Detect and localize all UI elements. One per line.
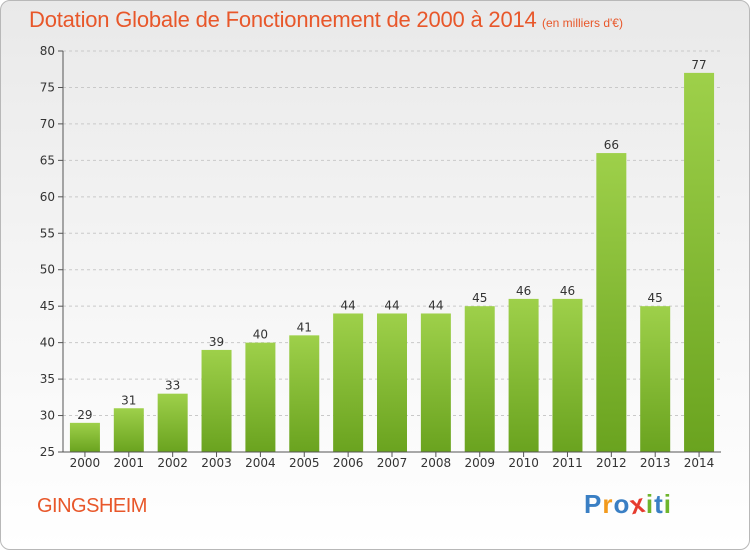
value-label: 77 [691,58,706,72]
bar-2014 [684,72,715,452]
value-label: 66 [604,138,619,152]
value-label: 33 [165,379,180,393]
value-label: 31 [121,393,136,407]
x-tick-label: 2013 [640,456,671,470]
value-label: 46 [516,284,531,298]
x-tick-label: 2005 [289,456,320,470]
x-tick-label: 2011 [552,456,583,470]
value-label: 29 [77,408,92,422]
y-tick-label: 50 [40,263,55,277]
logo-letter: i [645,489,655,519]
logo-letter: i [663,489,672,519]
x-tick-label: 2007 [377,456,408,470]
town-name: GINGSHEIM [37,495,147,517]
x-tick-label: 2010 [508,456,539,470]
logo-letter: r [602,489,614,519]
chart-title: Dotation Globale de Fonctionnement de 20… [29,7,537,32]
bar-2011 [552,298,583,452]
bar-2010 [508,298,539,452]
y-tick-label: 70 [40,117,55,131]
value-label: 45 [648,291,663,305]
y-tick-label: 55 [40,226,55,240]
bar-2004 [245,342,276,452]
x-tick-label: 2009 [464,456,495,470]
x-tick-label: 2008 [421,456,452,470]
bar-2001 [113,408,144,452]
bar-2006 [333,313,364,452]
bar-2008 [420,313,451,452]
y-tick-label: 40 [40,336,55,350]
value-label: 39 [209,335,224,349]
x-tick-label: 2000 [70,456,101,470]
axes: 25 30 35 40 45 50 55 60 65 70 75 80 2000 2001 2002 2003… [40,44,721,470]
bar-2009 [464,306,495,452]
y-tick-label: 75 [40,80,55,94]
x-tick-label: 2002 [157,456,188,470]
bar-2002 [157,393,188,452]
logo-letter: t [654,489,664,519]
value-label: 40 [253,328,268,342]
y-tick-label: 65 [40,153,55,167]
y-tick-label: 30 [40,409,55,423]
y-tick-label: 45 [40,299,55,313]
value-label: 41 [297,320,312,334]
bars: 29 31 33 39 40 41 44 44 44 45 46 46 66 45 77 [69,58,715,452]
bar-2005 [289,335,320,452]
x-tick-label: 2004 [245,456,276,470]
x-tick-label: 2003 [201,456,232,470]
bar-2007 [377,313,407,452]
chart-unit: (en milliers d'€) [542,16,623,30]
y-tick-label: 35 [40,372,55,386]
bar-2000 [69,422,100,452]
bar-2003 [201,349,232,452]
y-tick-label: 25 [40,445,55,459]
x-tick-label: 2001 [114,456,145,470]
value-label: 45 [472,291,487,305]
value-label: 44 [428,298,443,312]
value-label: 46 [560,284,575,298]
x-tick-label: 2012 [596,456,627,470]
proxiti-logo: Proxiti [584,488,672,521]
bar-2013 [640,306,671,452]
logo-letter: P [584,489,603,519]
value-label: 44 [384,298,399,312]
x-tick-label: 2014 [684,456,715,470]
y-tick-label: 60 [40,190,55,204]
y-tick-label: 80 [40,44,55,58]
value-label: 44 [340,298,355,312]
x-tick-label: 2006 [333,456,364,470]
logo-letter: o [613,489,631,519]
bar-2012 [596,153,627,452]
